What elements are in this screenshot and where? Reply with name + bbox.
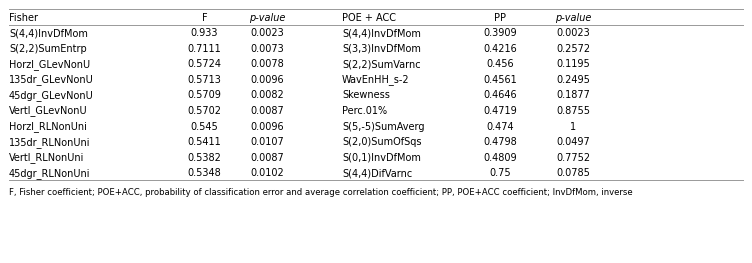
Text: 0.4216: 0.4216 (484, 44, 517, 54)
Text: p-value: p-value (249, 13, 285, 23)
Text: p-value: p-value (555, 13, 591, 23)
Text: Perc.01%: Perc.01% (342, 106, 387, 116)
Text: 0.1877: 0.1877 (556, 90, 590, 100)
Text: 0.5348: 0.5348 (188, 168, 221, 178)
Text: 0.474: 0.474 (487, 122, 514, 132)
Text: WavEnHH_s-2: WavEnHH_s-2 (342, 74, 410, 85)
Text: S(4,4)InvDfMom: S(4,4)InvDfMom (9, 28, 88, 38)
Text: 0.5713: 0.5713 (187, 75, 222, 85)
Text: Skewness: Skewness (342, 90, 390, 100)
Text: 0.0087: 0.0087 (250, 106, 284, 116)
Text: 0.0497: 0.0497 (556, 137, 590, 147)
Text: 0.8755: 0.8755 (556, 106, 590, 116)
Text: 45dgr_RLNonUni: 45dgr_RLNonUni (9, 168, 90, 179)
Text: 0.0096: 0.0096 (250, 122, 284, 132)
Text: 0.4809: 0.4809 (484, 153, 517, 163)
Text: S(4,4)InvDfMom: S(4,4)InvDfMom (342, 28, 421, 38)
Text: 0.2495: 0.2495 (556, 75, 590, 85)
Text: 0.4719: 0.4719 (484, 106, 517, 116)
Text: 0.75: 0.75 (490, 168, 511, 178)
Text: 0.0023: 0.0023 (250, 28, 284, 38)
Text: 0.0096: 0.0096 (250, 75, 284, 85)
Text: 0.456: 0.456 (487, 59, 514, 69)
Text: S(2,0)SumOfSqs: S(2,0)SumOfSqs (342, 137, 422, 147)
Text: 0.3909: 0.3909 (484, 28, 517, 38)
Text: 0.1195: 0.1195 (556, 59, 590, 69)
Text: 0.0082: 0.0082 (250, 90, 284, 100)
Text: 0.5709: 0.5709 (187, 90, 222, 100)
Text: S(2,2)SumEntrp: S(2,2)SumEntrp (9, 44, 86, 54)
Text: Fisher: Fisher (9, 13, 38, 23)
Text: 0.933: 0.933 (191, 28, 218, 38)
Text: 0.545: 0.545 (191, 122, 218, 132)
Text: 0.0023: 0.0023 (556, 28, 590, 38)
Text: 0.0087: 0.0087 (250, 153, 284, 163)
Text: 0.7752: 0.7752 (556, 153, 590, 163)
Text: S(0,1)InvDfMom: S(0,1)InvDfMom (342, 153, 421, 163)
Text: 0.4646: 0.4646 (484, 90, 517, 100)
Text: S(4,4)DifVarnc: S(4,4)DifVarnc (342, 168, 412, 178)
Text: 135dr_RLNonUni: 135dr_RLNonUni (9, 136, 90, 148)
Text: Horzl_GLevNonU: Horzl_GLevNonU (9, 59, 90, 70)
Text: S(5,-5)SumAverg: S(5,-5)SumAverg (342, 122, 425, 132)
Text: 135dr_GLevNonU: 135dr_GLevNonU (9, 74, 94, 85)
Text: 0.7111: 0.7111 (188, 44, 221, 54)
Text: 0.0107: 0.0107 (250, 137, 284, 147)
Text: S(2,2)SumVarnc: S(2,2)SumVarnc (342, 59, 421, 69)
Text: S(3,3)InvDfMom: S(3,3)InvDfMom (342, 44, 421, 54)
Text: 0.0102: 0.0102 (250, 168, 284, 178)
Text: 0.5724: 0.5724 (187, 59, 222, 69)
Text: F, Fisher coefficient; POE+ACC, probability of classification error and average : F, Fisher coefficient; POE+ACC, probabil… (9, 188, 632, 197)
Text: 0.2572: 0.2572 (556, 44, 590, 54)
Text: 0.0073: 0.0073 (250, 44, 284, 54)
Text: 0.0785: 0.0785 (556, 168, 590, 178)
Text: Vertl_RLNonUni: Vertl_RLNonUni (9, 152, 84, 163)
Text: 0.4798: 0.4798 (484, 137, 517, 147)
Text: F: F (202, 13, 208, 23)
Text: 1: 1 (570, 122, 576, 132)
Text: 0.5411: 0.5411 (188, 137, 221, 147)
Text: 0.0078: 0.0078 (250, 59, 284, 69)
Text: 45dgr_GLevNonU: 45dgr_GLevNonU (9, 90, 94, 101)
Text: 0.5702: 0.5702 (187, 106, 222, 116)
Text: 0.5382: 0.5382 (187, 153, 222, 163)
Text: POE + ACC: POE + ACC (342, 13, 396, 23)
Text: PP: PP (494, 13, 506, 23)
Text: Horzl_RLNonUni: Horzl_RLNonUni (9, 121, 87, 132)
Text: 0.4561: 0.4561 (484, 75, 517, 85)
Text: Vertl_GLevNonU: Vertl_GLevNonU (9, 105, 88, 117)
